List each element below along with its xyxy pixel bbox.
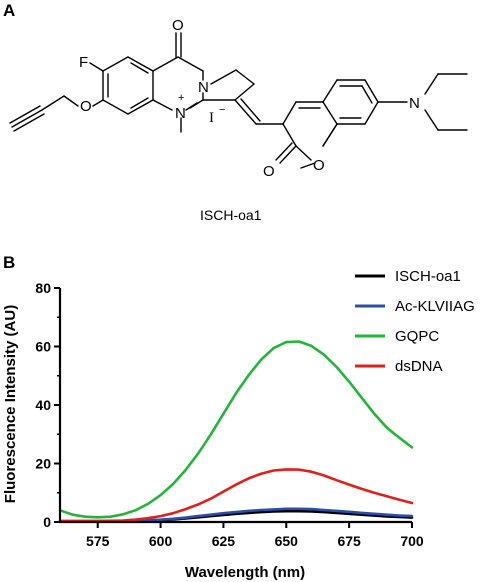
x-axis-title: Wavelength (nm) (185, 564, 305, 581)
x-tick-label-1: 600 (149, 533, 173, 549)
x-tick-label-4: 675 (337, 533, 361, 549)
legend-label-dsdna: dsDNA (395, 358, 443, 375)
atom-ether-o: O (80, 98, 92, 115)
panel-b-label: B (3, 253, 15, 272)
atom-iodide: I (209, 110, 214, 126)
x-tick-label-5: 700 (400, 533, 424, 549)
atom-coumarin-carbonyl-o: O (263, 163, 275, 180)
y-tick-label-3: 60 (35, 339, 51, 355)
x-tick-label-2: 625 (212, 533, 236, 549)
y-tick-label-2: 40 (35, 397, 51, 413)
atom-ring-n: N (198, 79, 209, 96)
atom-carbonyl-o: O (172, 17, 184, 34)
series-line-gqpc (58, 340, 414, 519)
legend-label-gqpc: GQPC (395, 328, 439, 345)
y-axis-title: Fluorescence Intensity (AU) (2, 305, 19, 503)
charge-plus: + (178, 92, 184, 104)
x-tick-labels: 575 600 625 650 675 700 (86, 533, 424, 549)
x-tick-label-3: 650 (275, 533, 299, 549)
y-tick-label-1: 20 (35, 456, 51, 472)
atom-fluorine: F (79, 54, 88, 71)
series-line-dsdna (58, 468, 414, 523)
y-tick-labels: 0 20 40 60 80 (35, 280, 51, 530)
charge-minus: − (219, 104, 225, 116)
legend-label-ac-klviiag: Ac-KLVIIAG (395, 298, 475, 315)
panel-b-chart: B 0 20 40 60 80 575 600 625 650 675 700 Wavelengt… (2, 253, 475, 581)
isch-oa1-structure-drawing (9, 32, 468, 169)
y-tick-label-0: 0 (43, 514, 51, 530)
panel-a-structure: A (3, 1, 468, 223)
panel-a-label: A (3, 1, 15, 20)
compound-name: ISCH-oa1 (200, 207, 262, 223)
atom-coumarin-ring-o: O (313, 157, 325, 174)
x-tick-label-0: 575 (86, 533, 110, 549)
legend: ISCH-oa1 Ac-KLVIIAG GQPC dsDNA (355, 268, 475, 375)
y-tick-label-4: 80 (35, 280, 51, 296)
atom-amine-n: N (409, 95, 420, 112)
plot-area: 0 20 40 60 80 575 600 625 650 675 700 (35, 280, 423, 549)
series-lines (58, 340, 414, 523)
legend-label-isch-oa1: ISCH-oa1 (395, 268, 461, 285)
atom-quaternary-n: N (175, 105, 186, 122)
